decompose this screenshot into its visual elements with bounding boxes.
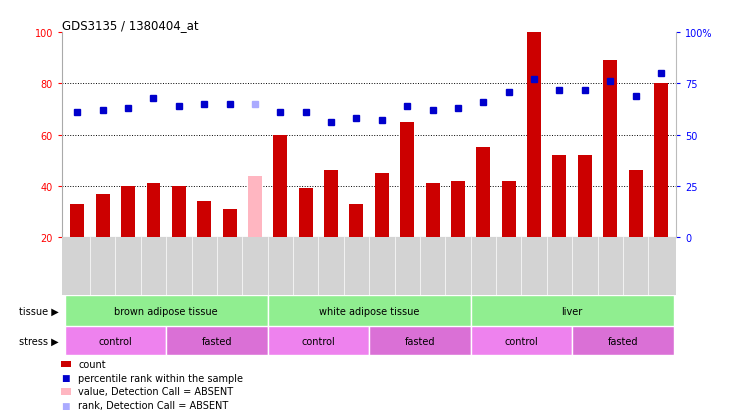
Text: fasted: fasted [607,336,638,346]
Text: fasted: fasted [202,336,232,346]
Bar [268,295,471,326]
Text: stress ▶: stress ▶ [20,336,59,346]
Bar [166,326,268,355]
Text: count: count [78,359,106,369]
Bar [375,173,389,237]
Bar [572,326,674,355]
Bar [471,326,572,355]
Bar [121,186,135,237]
Text: control: control [504,336,538,346]
Text: control: control [301,336,336,346]
Bar [401,123,414,237]
Bar [477,148,491,237]
Bar [471,295,674,326]
Text: ■: ■ [61,401,70,410]
Text: rank, Detection Call = ABSENT: rank, Detection Call = ABSENT [78,400,229,410]
Bar [70,204,84,237]
Bar [501,181,515,237]
Text: fasted: fasted [405,336,435,346]
Text: control: control [99,336,132,346]
Text: tissue ▶: tissue ▶ [19,306,59,316]
Bar [369,326,471,355]
Bar [64,326,166,355]
Bar [223,209,237,237]
Bar [96,194,110,237]
Bar [197,202,211,237]
Bar [324,171,338,237]
Bar [425,184,439,237]
Text: ■: ■ [61,373,70,382]
Bar [603,61,617,237]
Bar [553,156,567,237]
Bar [268,326,369,355]
Text: white adipose tissue: white adipose tissue [319,306,420,316]
Bar [451,181,465,237]
Text: percentile rank within the sample: percentile rank within the sample [78,373,243,383]
Text: brown adipose tissue: brown adipose tissue [114,306,218,316]
Bar [629,171,643,237]
Text: GDS3135 / 1380404_at: GDS3135 / 1380404_at [62,19,199,31]
Text: value, Detection Call = ABSENT: value, Detection Call = ABSENT [78,387,233,396]
Bar [273,135,287,237]
Bar [349,204,363,237]
Bar [172,186,186,237]
Bar [654,84,668,237]
Bar [577,156,592,237]
Bar [146,184,161,237]
Bar [527,33,541,237]
Bar [64,295,268,326]
Bar [299,189,313,237]
Text: liver: liver [561,306,583,316]
Bar [248,176,262,237]
